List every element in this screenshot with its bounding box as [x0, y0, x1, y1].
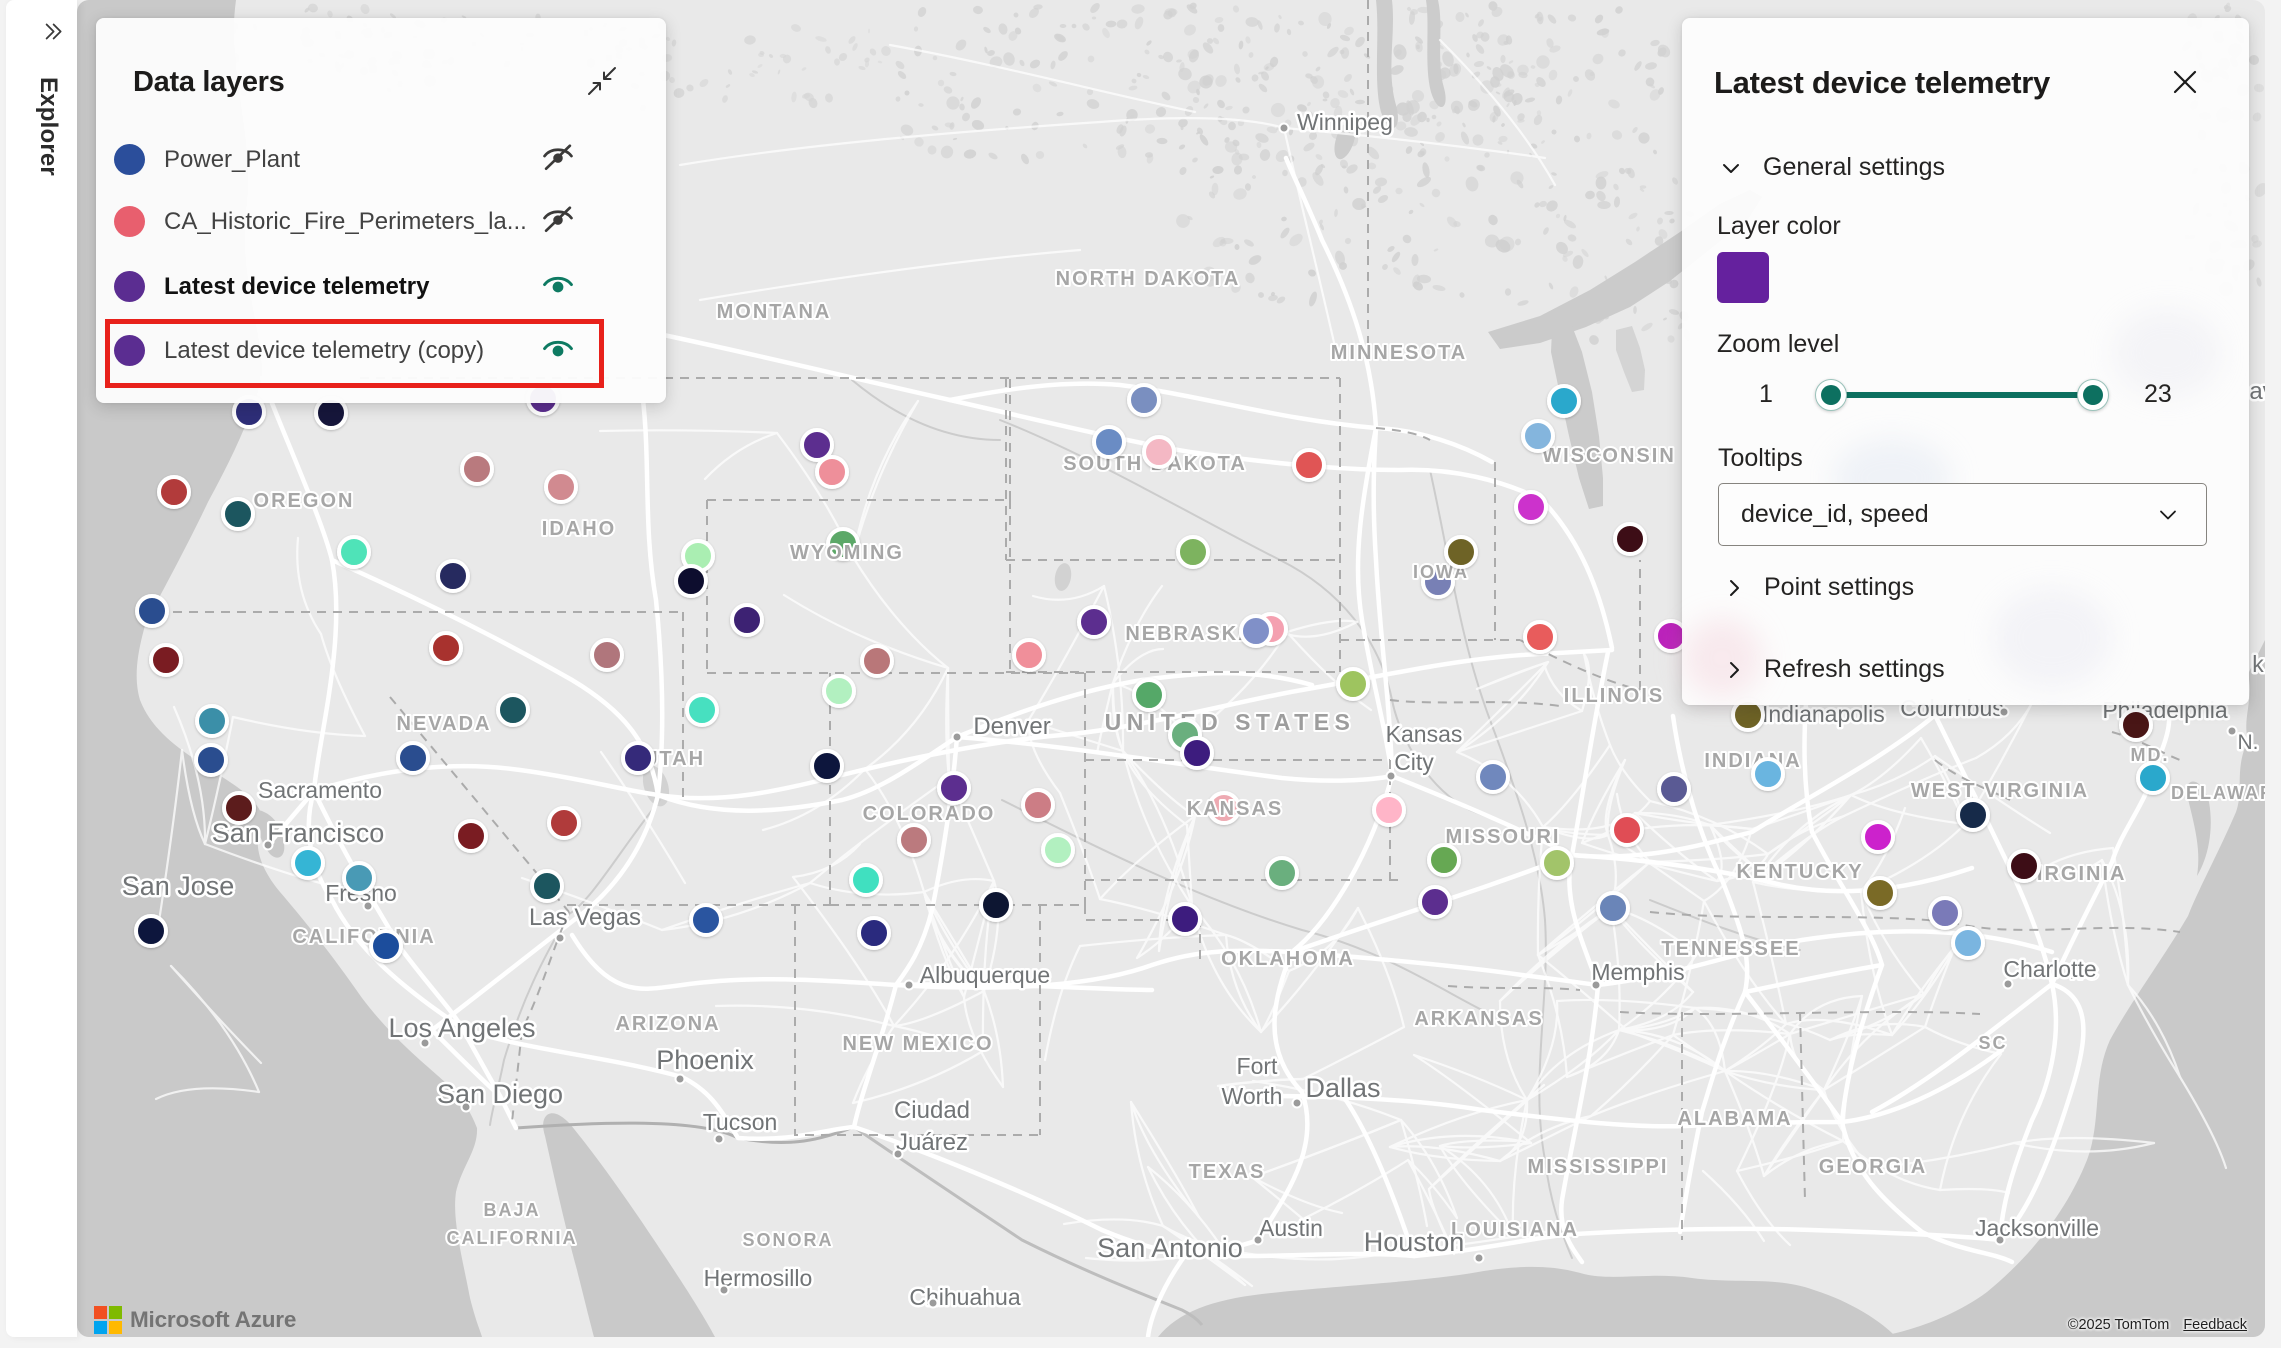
- svg-text:San Jose: San Jose: [122, 871, 235, 901]
- svg-text:MISSISSIPPI: MISSISSIPPI: [1528, 1156, 1669, 1178]
- svg-text:Charlotte: Charlotte: [2003, 956, 2096, 982]
- svg-text:Juárez: Juárez: [896, 1129, 968, 1156]
- svg-text:TENNESSEE: TENNESSEE: [1661, 938, 1800, 960]
- svg-text:OKLAHOMA: OKLAHOMA: [1221, 948, 1355, 970]
- svg-text:av: av: [2249, 378, 2274, 405]
- svg-text:DELAWARE: DELAWARE: [2171, 783, 2281, 803]
- svg-text:ARIZONA: ARIZONA: [615, 1013, 720, 1035]
- svg-text:OREGON: OREGON: [254, 490, 355, 512]
- svg-text:Tucson: Tucson: [703, 1109, 778, 1135]
- svg-text:KENTUCKY: KENTUCKY: [1736, 861, 1863, 883]
- svg-text:Denver: Denver: [973, 713, 1050, 740]
- svg-text:KANSAS: KANSAS: [1187, 798, 1283, 820]
- svg-text:NC: NC: [2070, 963, 2100, 983]
- svg-text:COLORADO: COLORADO: [863, 803, 996, 825]
- svg-text:San Diego: San Diego: [437, 1079, 563, 1109]
- svg-text:IDAHO: IDAHO: [542, 518, 616, 540]
- svg-text:Jacksonville: Jacksonville: [1975, 1215, 2099, 1241]
- svg-text:NEVADA: NEVADA: [397, 713, 492, 735]
- svg-text:ILLINOIS: ILLINOIS: [1564, 685, 1664, 707]
- svg-text:LOUISIANA: LOUISIANA: [1451, 1219, 1579, 1241]
- svg-text:MINNESOTA: MINNESOTA: [1331, 342, 1468, 364]
- svg-text:NEW MEXICO: NEW MEXICO: [842, 1033, 993, 1055]
- svg-text:Worth: Worth: [1222, 1083, 1283, 1109]
- svg-text:Las Vegas: Las Vegas: [529, 904, 641, 931]
- svg-text:ALABAMA: ALABAMA: [1677, 1108, 1792, 1130]
- svg-text:BAJA: BAJA: [483, 1200, 540, 1220]
- svg-text:GEORGIA: GEORGIA: [1819, 1156, 1927, 1178]
- svg-text:Winnipeg: Winnipeg: [1297, 109, 1393, 135]
- svg-text:MONTANA: MONTANA: [717, 301, 832, 323]
- svg-text:MISSOURI: MISSOURI: [1446, 826, 1561, 848]
- svg-text:Memphis: Memphis: [1591, 959, 1684, 985]
- svg-text:NEBRASKA: NEBRASKA: [1125, 623, 1254, 645]
- svg-text:Los Angeles: Los Angeles: [388, 1013, 535, 1043]
- svg-text:City: City: [1394, 749, 1434, 775]
- svg-text:Sacramento: Sacramento: [258, 777, 382, 803]
- svg-text:Fort: Fort: [1237, 1053, 1279, 1079]
- svg-text:Dallas: Dallas: [1305, 1073, 1380, 1103]
- svg-text:WYOMING: WYOMING: [790, 542, 904, 564]
- svg-text:Hermosillo: Hermosillo: [704, 1265, 813, 1291]
- svg-text:ARKANSAS: ARKANSAS: [1414, 1008, 1543, 1030]
- svg-text:Austin: Austin: [1259, 1215, 1323, 1241]
- svg-text:k: k: [2252, 651, 2264, 677]
- svg-text:Ciudad: Ciudad: [894, 1097, 970, 1124]
- svg-text:WEST VIRGINIA: WEST VIRGINIA: [1911, 780, 2089, 802]
- svg-text:UNITED STATES: UNITED STATES: [1105, 709, 1356, 735]
- svg-text:Kansas: Kansas: [1386, 721, 1463, 747]
- svg-text:Albuquerque: Albuquerque: [920, 962, 1050, 988]
- svg-text:Chihuahua: Chihuahua: [909, 1284, 1020, 1310]
- svg-text:Phoenix: Phoenix: [656, 1045, 754, 1075]
- svg-text:VIRGINIA: VIRGINIA: [2022, 863, 2127, 885]
- svg-text:N.: N.: [2238, 731, 2259, 754]
- svg-text:CALIFORNIA: CALIFORNIA: [292, 926, 435, 948]
- svg-text:WISCONSIN: WISCONSIN: [1542, 445, 1676, 467]
- svg-text:SONORA: SONORA: [742, 1230, 833, 1250]
- svg-text:TEXAS: TEXAS: [1189, 1161, 1266, 1183]
- svg-text:CALIFORNIA: CALIFORNIA: [447, 1228, 578, 1248]
- svg-text:SC: SC: [1978, 1033, 2007, 1053]
- svg-text:Houston: Houston: [1364, 1227, 1465, 1257]
- svg-text:San Antonio: San Antonio: [1097, 1233, 1243, 1263]
- svg-text:NORTH DAKOTA: NORTH DAKOTA: [1056, 268, 1241, 290]
